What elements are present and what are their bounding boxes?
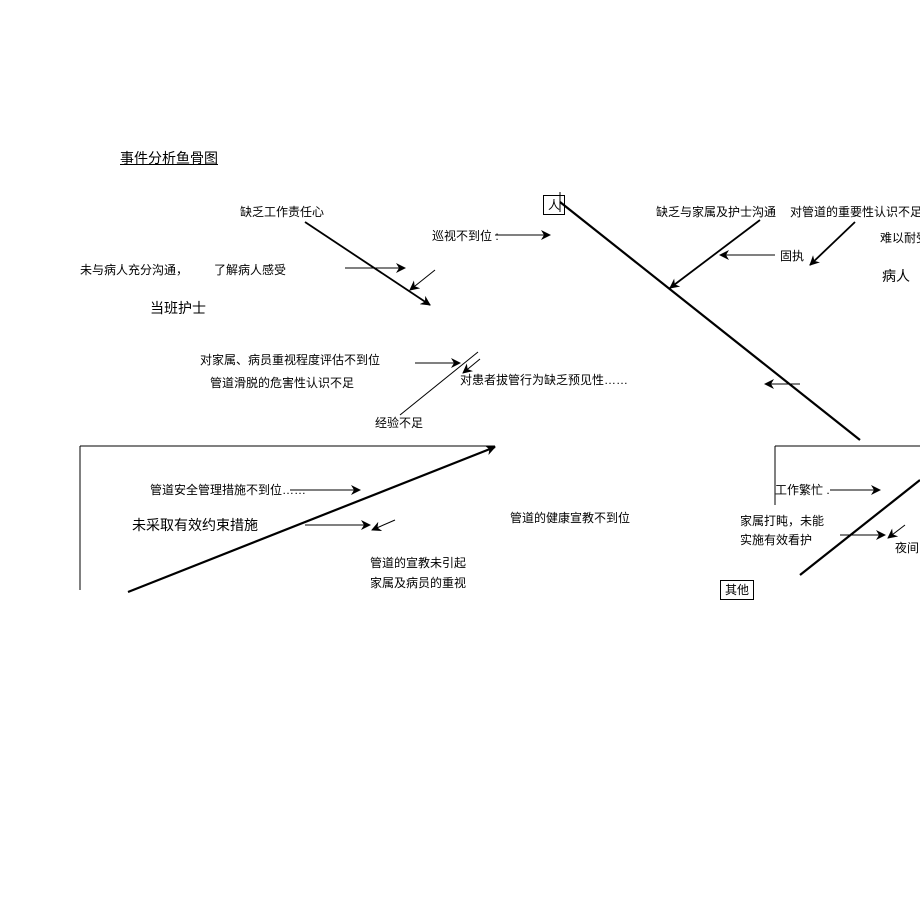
fishbone-lines — [0, 0, 920, 920]
label-doze2: 实施有效看护 — [740, 532, 812, 548]
label-tube_importance: 对管道的重要性认识不足 — [790, 204, 920, 220]
label-stubborn: 固执 — [780, 248, 804, 264]
label-family_assess: 对家属、病员重视程度评估不到位 — [200, 352, 380, 368]
label-patrol: 巡视不到位 : — [432, 228, 499, 244]
box-label-other: 其他 — [720, 580, 754, 600]
bone-branch_resp — [305, 222, 430, 305]
bone-importance_diag — [810, 222, 855, 265]
label-lack_comm2: 缺乏与家属及护士沟通 — [656, 204, 776, 220]
label-doze1: 家属打盹，未能 — [740, 513, 824, 529]
bone-comm2_diag — [670, 220, 760, 288]
bone-spine_top_upperleft — [560, 202, 860, 440]
label-no_restraint: 未采取有效约束措施 — [132, 517, 258, 533]
label-lack_responsibility: 缺乏工作责任心 — [240, 204, 324, 220]
label-patient: 病人 — [882, 268, 910, 284]
label-duty_nurse: 当班护士 — [150, 300, 206, 316]
label-slip_risk: 管道滑脱的危害性认识不足 — [210, 375, 354, 391]
label-hard_endure: 难以耐受 — [880, 230, 920, 246]
label-safety_mgmt: 管道安全管理措施不到位…… — [150, 482, 306, 498]
label-exp: 经验不足 — [375, 415, 423, 431]
bone-foresee_arrow — [463, 359, 480, 373]
box-label-person: 人 — [543, 195, 565, 215]
label-busy: 工作繁忙 . — [775, 482, 830, 498]
bone-doze_arrow — [888, 525, 905, 538]
fishbone-diagram: { "title": "事件分析鱼骨图", "labels": { "lack_… — [0, 0, 920, 920]
label-night: 夜间 — [895, 540, 919, 556]
label-health_edu: 管道的健康宣教不到位 — [510, 510, 630, 526]
label-foresee: 对患者拔管行为缺乏预见性…… — [460, 372, 628, 388]
bone-arrow_into_resp — [410, 270, 435, 290]
label-edu_ignore2: 家属及病员的重视 — [370, 575, 466, 591]
bone-edu_arrow — [372, 520, 395, 530]
label-edu_ignore1: 管道的宣教未引起 — [370, 555, 466, 571]
label-understand_feel: 了解病人感受 — [214, 262, 286, 278]
label-not_communicate: 未与病人充分沟通， — [80, 262, 188, 278]
